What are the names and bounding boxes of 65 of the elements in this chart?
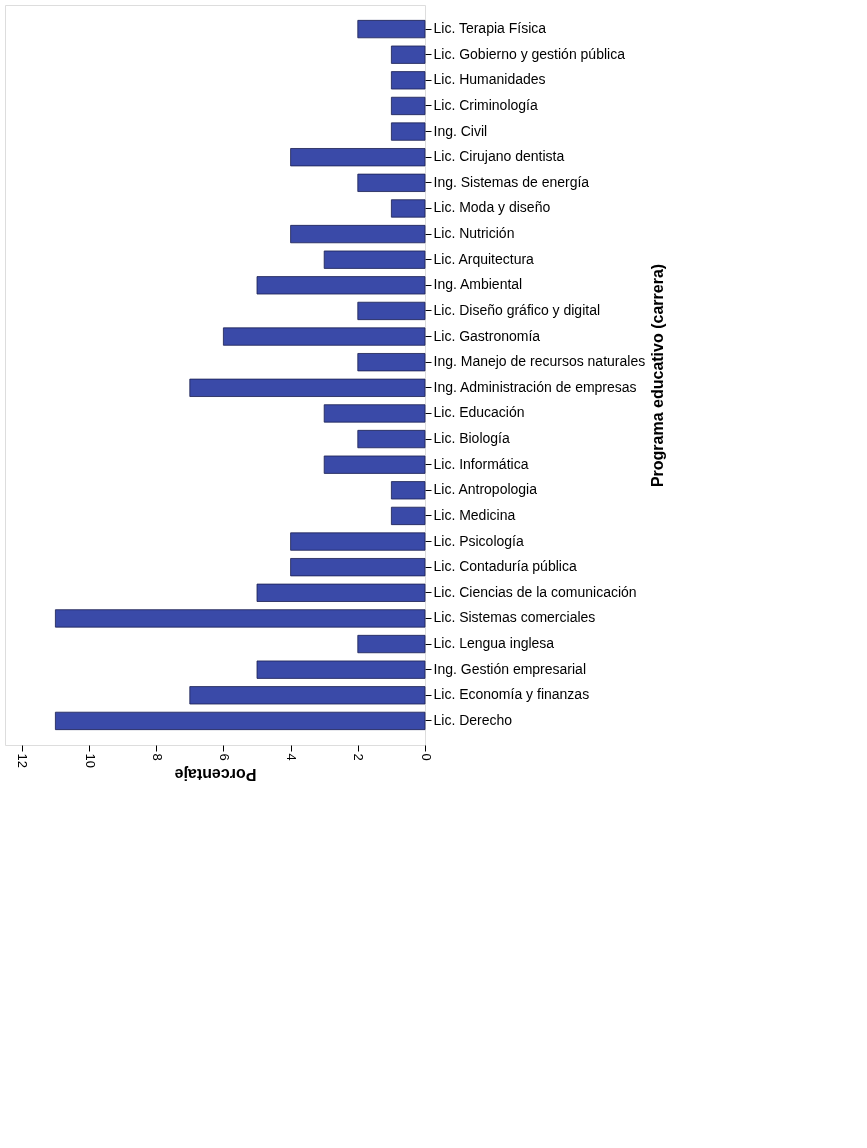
x-axis-title: Porcentaje (174, 765, 257, 783)
bar (357, 353, 426, 372)
x-tick-label: 10 (82, 753, 98, 768)
bar (223, 327, 426, 346)
y-tick-label: Lic. Informática (433, 455, 529, 472)
y-tick-label: Lic. Psicología (433, 532, 524, 549)
bar (357, 634, 426, 654)
bar (391, 481, 426, 500)
y-tick-label: Lic. Gastronomía (433, 327, 541, 344)
y-tick-label: Lic. Biología (433, 430, 510, 447)
bar (391, 45, 426, 64)
bar (391, 96, 426, 116)
bar (189, 378, 426, 397)
bar (189, 686, 426, 705)
y-tick-label: Ing. Administración de empresas (433, 378, 637, 395)
y-tick-label: Lic. Antropologia (433, 481, 538, 498)
y-tick-label: Lic. Sistemas comerciales (433, 609, 596, 626)
x-tick-label: 0 (418, 753, 434, 761)
y-tick-label: Ing. Manejo de recursos naturales (433, 353, 646, 370)
bar (290, 224, 426, 244)
y-tick-label: Lic. Moda y diseño (433, 199, 551, 216)
bar (256, 660, 426, 679)
bar (290, 558, 426, 577)
y-tick-label: Ing. Civil (433, 122, 488, 139)
y-tick-label: Ing. Gestión empresarial (433, 660, 587, 677)
y-tick-label: Lic. Diseño gráfico y digital (433, 301, 601, 318)
y-tick-label: Lic. Ciencias de la comunicación (433, 583, 637, 600)
bar (290, 532, 426, 551)
bar (256, 583, 426, 602)
y-tick-label: Lic. Derecho (433, 711, 513, 728)
x-tick-label: 12 (15, 753, 31, 768)
y-tick-label: Lic. Contaduría pública (433, 558, 577, 575)
y-tick-label: Lic. Nutrición (433, 225, 515, 242)
bar (323, 250, 426, 269)
bar (55, 711, 426, 731)
y-tick-label: Lic. Gobierno y gestión pública (433, 45, 626, 62)
bar (357, 301, 426, 321)
bar (323, 404, 426, 423)
bar (290, 148, 426, 167)
bar (357, 173, 426, 192)
x-tick-label: 6 (216, 753, 232, 761)
bar (391, 199, 426, 218)
y-tick-label: Lic. Humanidades (433, 71, 546, 88)
y-tick-label: Lic. Cirujano dentista (433, 148, 565, 165)
y-tick-label: Lic. Arquitectura (433, 250, 535, 267)
bar (357, 19, 426, 39)
y-tick-label: Ing. Sistemas de energía (433, 173, 590, 190)
bar (391, 122, 426, 141)
x-tick-label: 8 (149, 753, 165, 761)
y-tick-label: Lic. Educación (433, 404, 525, 421)
y-axis-title: Programa educativo (carrera) (648, 263, 666, 488)
bar (256, 276, 426, 295)
bar (391, 71, 426, 90)
bar (323, 455, 426, 474)
y-tick-label: Lic. Terapia Física (433, 20, 547, 37)
y-tick-label: Lic. Medicina (433, 506, 516, 523)
x-tick-label: 2 (351, 753, 367, 761)
bar (55, 609, 426, 628)
y-tick-label: Lic. Criminología (433, 96, 538, 113)
bar (357, 429, 426, 449)
y-tick-label: Ing. Ambiental (433, 276, 523, 293)
bar (391, 506, 426, 526)
y-tick-label: Lic. Lengua inglesa (433, 635, 555, 652)
y-tick-label: Lic. Economía y finanzas (433, 686, 590, 703)
x-tick-label: 4 (284, 753, 300, 761)
